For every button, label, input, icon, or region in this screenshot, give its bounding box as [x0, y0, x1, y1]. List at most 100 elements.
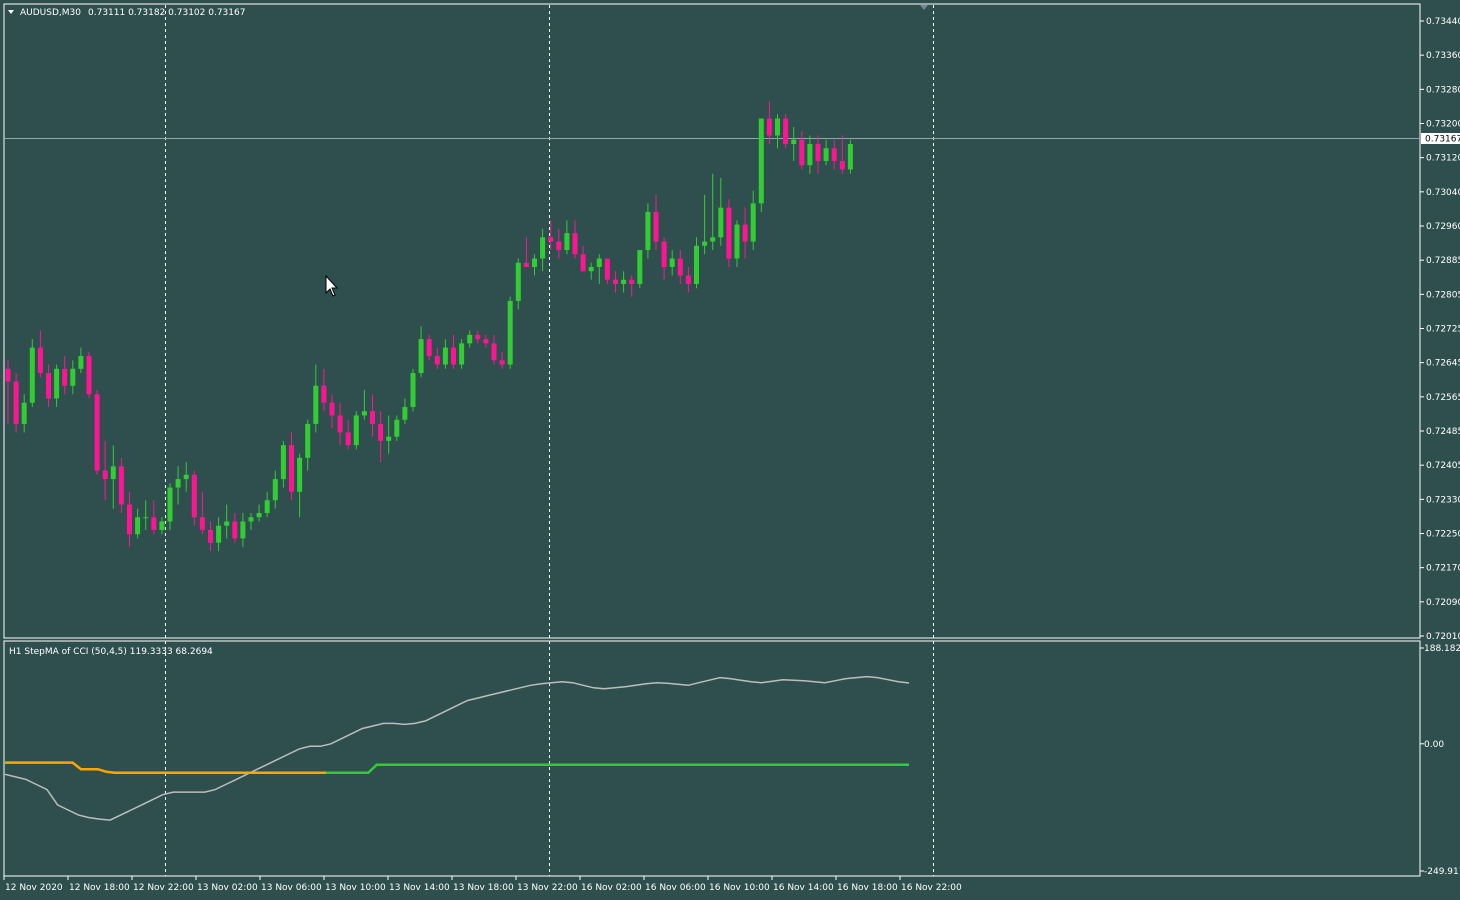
candle-body — [13, 381, 19, 424]
time-tick-label: 13 Nov 02:00 — [197, 883, 258, 893]
candle-body — [580, 254, 586, 272]
chart-shift-marker[interactable] — [920, 5, 928, 10]
candle-body — [208, 529, 213, 543]
candle-body — [370, 411, 375, 424]
ohlc-readout: 0.73111 0.73182 0.73102 0.73167 — [88, 8, 245, 18]
candle-body — [710, 237, 716, 242]
indicator-scale[interactable]: 188.1828 0.00 -249.911 — [1420, 644, 1460, 877]
candle — [734, 220, 740, 267]
candle-body — [378, 423, 384, 441]
candle-body — [272, 479, 278, 501]
price-scale[interactable]: 0.73440 0.73360 0.73280 0.73200 0.73120 0.730… — [1420, 17, 1460, 642]
candle-body — [572, 233, 578, 255]
candle-body — [70, 368, 76, 386]
candle — [702, 194, 708, 255]
candle — [434, 347, 440, 369]
candle-body — [94, 394, 100, 471]
candle-body — [329, 402, 335, 416]
candle-body — [823, 148, 829, 161]
candle-body — [588, 267, 594, 272]
candle — [645, 203, 651, 259]
candle-body — [216, 525, 222, 543]
candle-body — [167, 487, 173, 522]
indicator-series — [4, 675, 910, 821]
time-tick-label: 12 Nov 18:00 — [69, 883, 130, 893]
candle — [799, 131, 805, 170]
candle — [726, 199, 732, 267]
time-tick-label: 16 Nov 22:00 — [901, 883, 962, 893]
candle-body — [29, 347, 35, 403]
candle — [791, 127, 797, 161]
candle-body — [199, 517, 205, 530]
time-tick-label: 12 Nov 2020 — [5, 883, 63, 893]
current-price-label: 0.73167 — [1425, 135, 1460, 145]
candle-body — [5, 368, 11, 382]
candle-body — [604, 258, 610, 280]
candle — [783, 114, 789, 149]
candle — [451, 334, 456, 369]
candle-body — [256, 513, 262, 518]
candle-body — [289, 445, 294, 492]
candle — [613, 271, 618, 293]
candle — [750, 190, 756, 251]
candle-body — [499, 360, 505, 365]
indicator-tick-label: 0.00 — [1424, 740, 1444, 750]
candle — [483, 334, 489, 348]
candle-body — [515, 262, 521, 301]
candle — [151, 500, 157, 535]
candle — [459, 339, 465, 369]
candle — [280, 440, 286, 488]
candle — [70, 360, 76, 395]
price-tick-label: 0.72250 — [1426, 530, 1460, 540]
candle — [378, 411, 384, 463]
candle — [426, 334, 432, 361]
candle-body — [483, 339, 489, 344]
candle — [143, 500, 149, 530]
candle — [264, 491, 270, 518]
candle — [807, 135, 813, 174]
time-tick-label: 13 Nov 14:00 — [389, 883, 450, 893]
collapse-triangle-icon[interactable] — [8, 10, 14, 14]
candle-body — [110, 466, 116, 480]
candle — [240, 513, 246, 547]
candle — [183, 462, 189, 492]
candle-body — [523, 262, 529, 267]
candle — [515, 258, 521, 310]
candle — [410, 368, 416, 412]
candle — [21, 394, 27, 433]
candle — [127, 491, 132, 547]
candle — [167, 483, 173, 530]
candle-body — [418, 339, 424, 374]
candle-body — [807, 144, 813, 166]
candle — [159, 517, 165, 535]
candle — [305, 419, 311, 471]
candle — [742, 207, 748, 259]
candle — [669, 250, 675, 276]
candle-body — [491, 343, 497, 361]
candle — [523, 237, 529, 267]
candle — [596, 254, 602, 284]
candle — [491, 334, 497, 365]
candle-body — [442, 347, 448, 365]
candle-body — [507, 300, 513, 365]
candle — [637, 250, 643, 289]
candle — [110, 445, 116, 509]
candle — [621, 271, 627, 293]
candle-body — [297, 457, 303, 492]
candle — [272, 470, 278, 509]
candle-body — [637, 250, 643, 284]
candle — [507, 296, 513, 369]
candle-body — [135, 517, 141, 535]
candlestick-series — [5, 101, 853, 552]
candle — [758, 118, 764, 212]
price-tick-label: 0.72565 — [1426, 393, 1460, 403]
candle — [78, 347, 84, 374]
candle-body — [183, 474, 189, 480]
candle-body — [669, 258, 675, 267]
candle-body — [313, 385, 319, 424]
current-price-tag-bg — [1421, 133, 1460, 144]
candle-body — [548, 237, 554, 242]
time-axis[interactable]: 12 Nov 2020 12 Nov 18:00 12 Nov 22:00 13 No… — [3, 876, 962, 893]
candle — [653, 194, 659, 251]
